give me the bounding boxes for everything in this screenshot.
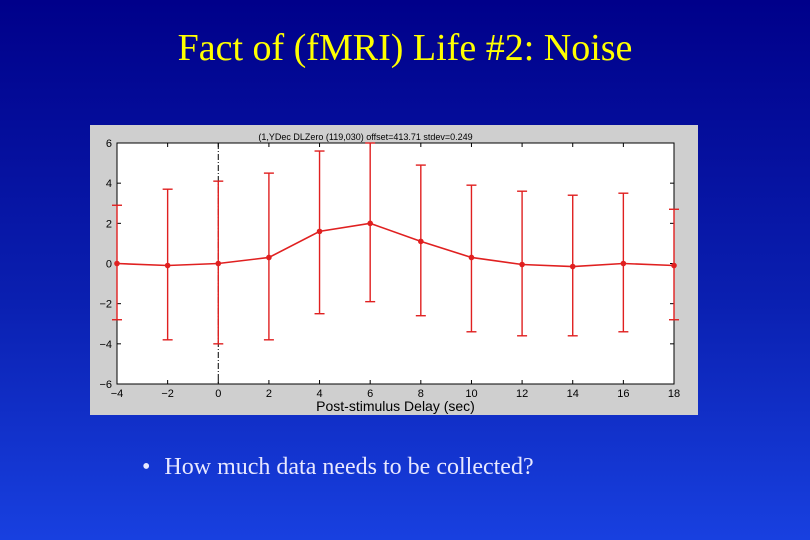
slide-title: Fact of (fMRI) Life #2: Noise (177, 27, 633, 69)
data-point (164, 262, 171, 269)
x-tick-label: −2 (161, 388, 174, 400)
data-point (316, 228, 323, 235)
data-point (215, 260, 222, 267)
x-tick-label: 18 (668, 388, 680, 400)
y-tick-label: 4 (106, 178, 112, 190)
x-tick-label: 4 (316, 388, 322, 400)
x-tick-label: 10 (465, 388, 477, 400)
chart-title: (1,YDec DLZero (119,030) offset=413.71 s… (258, 132, 472, 142)
x-tick-label: 6 (367, 388, 373, 400)
bullet-dot: • (142, 454, 151, 480)
data-point (266, 254, 272, 261)
bullet-text: How much data needs to be collected? (164, 454, 534, 480)
data-point (367, 220, 373, 227)
data-point (468, 254, 475, 261)
x-tick-label: 8 (418, 388, 424, 400)
x-tick-label: 16 (617, 388, 629, 400)
y-tick-label: −4 (99, 339, 112, 351)
data-point (418, 238, 424, 245)
x-tick-label: 0 (215, 388, 221, 400)
bullet-item: • How much data needs to be collected? (142, 452, 534, 482)
x-axis-label: Post-stimulus Delay (sec) (316, 398, 475, 414)
x-tick-label: −4 (111, 388, 124, 400)
y-tick-label: 2 (106, 218, 112, 230)
x-tick-label: 12 (516, 388, 528, 400)
data-point (519, 261, 525, 268)
x-tick-label: 2 (266, 388, 272, 400)
series-line (116, 222, 675, 268)
x-tick-label: 14 (567, 388, 579, 400)
y-tick-label: −6 (99, 379, 112, 391)
plot-frame: −4 −2 0 2 4 6 8 10 12 14 16 18 6 4 2 0 −2 −4 −6 (1,YDec DLZ… (90, 125, 698, 415)
data-point (671, 262, 677, 269)
y-tick-label: 0 (106, 259, 112, 271)
data-point (620, 260, 627, 267)
data-point (569, 263, 576, 270)
y-tick-label: −2 (99, 299, 112, 311)
data-point (114, 260, 120, 267)
y-tick-label: 6 (106, 138, 112, 150)
